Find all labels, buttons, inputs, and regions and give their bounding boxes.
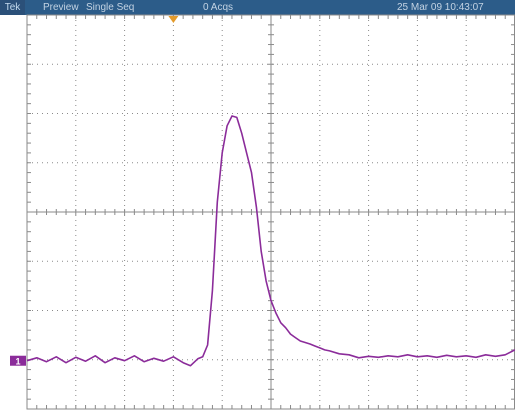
datetime-label: 25 Mar 09 10:43:07 <box>397 2 484 13</box>
channel-1-marker[interactable]: 1 <box>10 355 26 367</box>
mode-label: Preview <box>43 2 79 13</box>
acquisition-count: 0 Acqs <box>203 2 234 13</box>
channel-1-label: 1 <box>15 357 20 367</box>
status-bar: Tek Preview Single Seq 0 Acqs 25 Mar 09 … <box>0 0 515 15</box>
trigger-position-marker[interactable] <box>168 16 179 23</box>
channel-1-waveform <box>26 115 515 367</box>
acquisition-mode-label: Single Seq <box>86 2 135 13</box>
brand-label: Tek <box>0 0 25 15</box>
